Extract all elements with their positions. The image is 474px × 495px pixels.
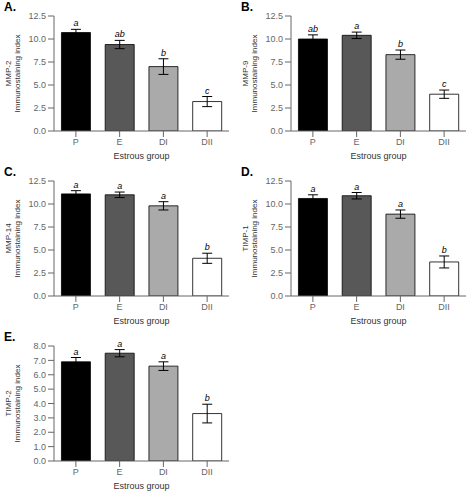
svg-text:P: P xyxy=(310,137,316,147)
svg-text:1.0: 1.0 xyxy=(33,442,46,452)
svg-text:ab: ab xyxy=(308,24,318,34)
svg-text:7.5: 7.5 xyxy=(33,57,46,67)
svg-text:P: P xyxy=(73,467,79,477)
html-text:E.: E. xyxy=(4,330,16,344)
html-text:D.: D. xyxy=(241,165,253,179)
svg-text:MMP-9Immunostaining index: MMP-9Immunostaining index xyxy=(241,35,259,113)
svg-text:a: a xyxy=(117,181,122,191)
html-text:C.: C. xyxy=(4,165,16,179)
svg-text:a: a xyxy=(73,18,78,28)
svg-text:b: b xyxy=(205,393,210,403)
svg-text:TIMP-1Immunostaining index: TIMP-1Immunostaining index xyxy=(241,200,259,278)
svg-text:DI: DI xyxy=(396,302,405,312)
svg-text:a: a xyxy=(161,351,166,361)
svg-text:E: E xyxy=(117,467,123,477)
svg-text:6.0: 6.0 xyxy=(33,370,46,380)
svg-text:0.0: 0.0 xyxy=(270,126,283,136)
svg-text:12.5: 12.5 xyxy=(265,176,283,186)
svg-text:a: a xyxy=(73,347,78,357)
svg-text:TIMP-2Immunostaining index: TIMP-2Immunostaining index xyxy=(8,365,22,443)
svg-text:2.5: 2.5 xyxy=(270,103,283,113)
svg-text:Estrous group: Estrous group xyxy=(113,481,169,491)
svg-text:b: b xyxy=(442,245,447,255)
html-text:B.: B. xyxy=(241,0,253,14)
svg-text:12.5: 12.5 xyxy=(265,11,283,21)
svg-text:b: b xyxy=(398,39,403,49)
svg-text:Estrous group: Estrous group xyxy=(113,151,169,161)
svg-text:DI: DI xyxy=(159,302,168,312)
svg-text:2.5: 2.5 xyxy=(270,268,283,278)
svg-text:a: a xyxy=(117,339,122,349)
svg-text:P: P xyxy=(73,137,79,147)
svg-text:E: E xyxy=(117,137,123,147)
svg-text:Estrous group: Estrous group xyxy=(350,151,406,161)
svg-text:5.0: 5.0 xyxy=(33,384,46,394)
svg-text:10.0: 10.0 xyxy=(265,34,283,44)
svg-text:DI: DI xyxy=(159,467,168,477)
svg-text:10.0: 10.0 xyxy=(28,199,46,209)
svg-text:a: a xyxy=(354,182,359,192)
svg-text:E: E xyxy=(354,302,360,312)
svg-text:a: a xyxy=(310,184,315,194)
svg-text:b: b xyxy=(205,242,210,252)
svg-text:ab: ab xyxy=(115,29,125,39)
svg-text:DII: DII xyxy=(201,137,213,147)
svg-text:0.0: 0.0 xyxy=(270,291,283,301)
svg-text:DI: DI xyxy=(159,137,168,147)
svg-text:DII: DII xyxy=(201,467,213,477)
svg-text:10.0: 10.0 xyxy=(28,34,46,44)
svg-text:a: a xyxy=(73,180,78,190)
svg-text:P: P xyxy=(310,302,316,312)
svg-text:DI: DI xyxy=(396,137,405,147)
svg-text:2.5: 2.5 xyxy=(33,268,46,278)
svg-text:a: a xyxy=(398,199,403,209)
svg-text:c: c xyxy=(205,86,210,96)
svg-text:a: a xyxy=(161,191,166,201)
svg-text:12.5: 12.5 xyxy=(28,11,46,21)
svg-text:10.0: 10.0 xyxy=(265,199,283,209)
svg-text:Estrous group: Estrous group xyxy=(113,316,169,326)
svg-text:5.0: 5.0 xyxy=(270,245,283,255)
svg-text:4.0: 4.0 xyxy=(33,399,46,409)
svg-text:5.0: 5.0 xyxy=(33,245,46,255)
svg-text:5.0: 5.0 xyxy=(270,80,283,90)
svg-text:5.0: 5.0 xyxy=(33,80,46,90)
svg-text:c: c xyxy=(442,79,447,89)
svg-text:7.5: 7.5 xyxy=(270,57,283,67)
svg-text:a: a xyxy=(354,21,359,31)
html-text:A.: A. xyxy=(4,0,16,14)
svg-text:3.0: 3.0 xyxy=(33,413,46,423)
svg-text:7.5: 7.5 xyxy=(270,222,283,232)
svg-text:P: P xyxy=(73,302,79,312)
svg-text:2.0: 2.0 xyxy=(33,427,46,437)
svg-text:DII: DII xyxy=(438,137,450,147)
svg-text:MMP-2Immunostaining index: MMP-2Immunostaining index xyxy=(8,35,22,113)
svg-text:7.5: 7.5 xyxy=(33,222,46,232)
svg-text:Estrous group: Estrous group xyxy=(350,316,406,326)
svg-text:0.0: 0.0 xyxy=(33,456,46,466)
svg-text:DII: DII xyxy=(201,302,213,312)
svg-text:0.0: 0.0 xyxy=(33,291,46,301)
svg-text:E: E xyxy=(117,302,123,312)
svg-text:0.0: 0.0 xyxy=(33,126,46,136)
svg-text:2.5: 2.5 xyxy=(33,103,46,113)
svg-text:12.5: 12.5 xyxy=(28,176,46,186)
svg-text:b: b xyxy=(161,48,166,58)
svg-text:MMP-14Immunostaining index: MMP-14Immunostaining index xyxy=(8,200,22,278)
svg-text:DII: DII xyxy=(438,302,450,312)
svg-text:E: E xyxy=(354,137,360,147)
svg-text:8.0: 8.0 xyxy=(33,341,46,351)
svg-text:7.0: 7.0 xyxy=(33,356,46,366)
